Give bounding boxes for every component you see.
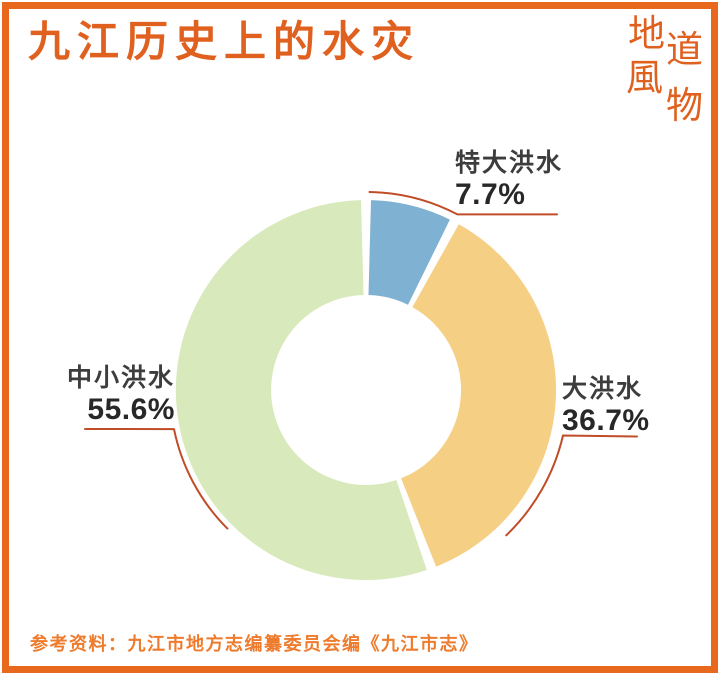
logo-char: 道 bbox=[666, 30, 703, 71]
logo-char: 地 bbox=[628, 14, 665, 55]
label-major-flood: 大洪水 36.7% bbox=[562, 374, 650, 438]
leader-lines bbox=[84, 191, 638, 537]
didao-fengwu-logo: 地 道 風 物 bbox=[620, 8, 712, 133]
donut-slices bbox=[175, 200, 557, 581]
slice-percent: 55.6% bbox=[87, 393, 175, 426]
slice-name: 大洪水 bbox=[562, 375, 644, 403]
leader-line-major-flood bbox=[505, 434, 638, 537]
reference-note: 参考资料：九江市地方志编纂委员会编《九江市志》 bbox=[30, 634, 479, 654]
logo-char: 物 bbox=[666, 86, 703, 127]
donut-slice-中小洪水 bbox=[175, 200, 427, 581]
page-title: 九江历史上的水灾 bbox=[28, 20, 421, 66]
label-extreme-flood: 特大洪水 7.7% bbox=[455, 148, 563, 212]
donut-slice-特大洪水 bbox=[368, 200, 450, 305]
donut-slice-大洪水 bbox=[401, 224, 557, 567]
logo-char: 風 bbox=[626, 58, 663, 99]
leader-line-extreme-flood bbox=[368, 191, 558, 216]
slice-name: 中小洪水 bbox=[66, 364, 175, 392]
label-minor-flood: 中小洪水 55.6% bbox=[67, 363, 175, 427]
slice-name: 特大洪水 bbox=[455, 149, 564, 177]
leader-line-minor-flood bbox=[84, 428, 229, 530]
slice-percent: 7.7% bbox=[455, 178, 526, 211]
slice-percent: 36.7% bbox=[562, 404, 650, 437]
